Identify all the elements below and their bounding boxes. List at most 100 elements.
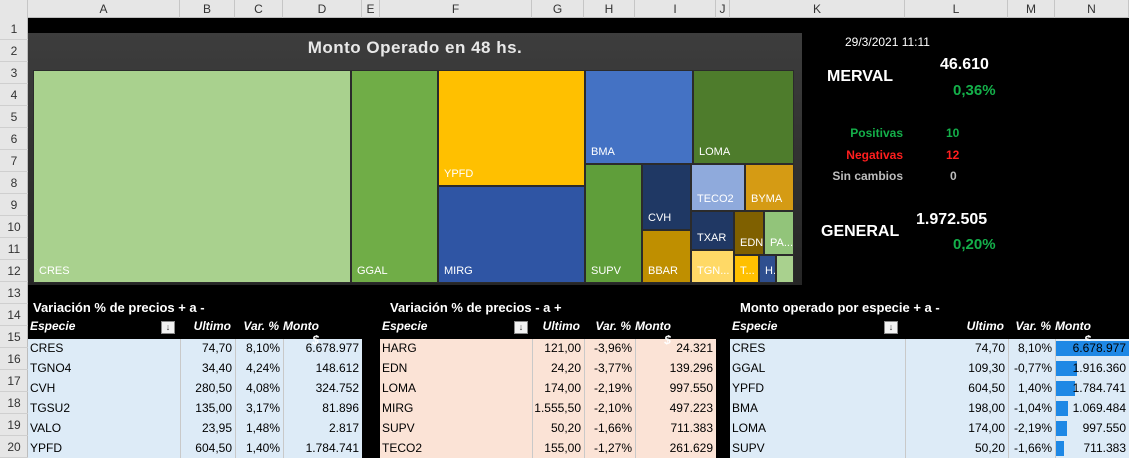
table_up-header-var[interactable]: Var. % — [243, 319, 279, 333]
table_monto-cell[interactable]: BMA — [732, 401, 759, 415]
treemap-tile-other[interactable] — [776, 255, 794, 283]
table_down-cell[interactable]: 139.296 — [669, 361, 713, 375]
row-header-11[interactable]: 11 — [0, 238, 28, 260]
row-header-2[interactable]: 2 — [0, 40, 28, 62]
column-header-d[interactable]: D — [283, 0, 362, 18]
column-header-c[interactable]: C — [235, 0, 283, 18]
table_down-cell[interactable]: 997.550 — [669, 381, 713, 395]
row-header-17[interactable]: 17 — [0, 370, 28, 392]
table_monto-cell[interactable]: 109,30 — [968, 361, 1005, 375]
table_monto-cell[interactable]: GGAL — [732, 361, 766, 375]
table_up-cell[interactable]: CRES — [30, 341, 64, 355]
column-header-l[interactable]: L — [905, 0, 1008, 18]
table_monto-header-var[interactable]: Var. % — [1015, 319, 1051, 333]
table_monto-cell[interactable]: 8,10% — [1017, 341, 1052, 355]
table_monto-header-especie[interactable]: Especie — [732, 319, 778, 333]
table_monto-header-ultimo[interactable]: Ultimo — [966, 319, 1004, 333]
table_up-cell[interactable]: TGSU2 — [30, 401, 71, 415]
treemap-tile-pa[interactable]: PA... — [764, 211, 794, 255]
table_up-cell[interactable]: 1.784.741 — [305, 441, 359, 455]
row-header-8[interactable]: 8 — [0, 172, 28, 194]
table_up-cell[interactable]: CVH — [30, 381, 56, 395]
treemap-tile-ggal[interactable]: GGAL — [351, 70, 438, 283]
column-header-j[interactable]: J — [716, 0, 730, 18]
table_up-cell[interactable]: 604,50 — [195, 441, 232, 455]
table_up-cell[interactable]: 1,48% — [245, 421, 280, 435]
column-header-k[interactable]: K — [730, 0, 905, 18]
table_up-cell[interactable]: 1,40% — [245, 441, 280, 455]
table_monto-cell[interactable]: 1.916.360 — [1072, 361, 1126, 375]
row-header-19[interactable]: 19 — [0, 414, 28, 436]
table_monto-cell[interactable]: -1,66% — [1013, 441, 1052, 455]
table_monto-cell[interactable]: 1.784.741 — [1072, 381, 1126, 395]
row-header-18[interactable]: 18 — [0, 392, 28, 414]
select-all-corner[interactable] — [0, 0, 28, 18]
table_up-cell[interactable]: 2.817 — [328, 421, 359, 435]
column-header-h[interactable]: H — [584, 0, 635, 18]
table_monto-cell[interactable]: 50,20 — [974, 441, 1005, 455]
table_monto-header-monto[interactable]: Monto $ — [1055, 319, 1091, 347]
table_monto-cell[interactable]: 198,00 — [968, 401, 1005, 415]
table_down-cell[interactable]: 261.629 — [669, 441, 713, 455]
table_down-cell[interactable]: TECO2 — [382, 441, 423, 455]
row-header-15[interactable]: 15 — [0, 326, 28, 348]
table_up-cell[interactable]: 74,70 — [201, 341, 232, 355]
table_up-cell[interactable]: 6.678.977 — [305, 341, 359, 355]
table_down-cell[interactable]: 121,00 — [544, 341, 581, 355]
column-header-n[interactable]: N — [1055, 0, 1129, 18]
treemap-tile-edn[interactable]: EDN — [734, 211, 764, 255]
treemap-tile-bma[interactable]: BMA — [585, 70, 693, 164]
treemap-tile-loma[interactable]: LOMA — [693, 70, 794, 164]
table_monto-cell[interactable]: -1,04% — [1013, 401, 1052, 415]
table_monto-cell[interactable]: LOMA — [732, 421, 767, 435]
row-header-20[interactable]: 20 — [0, 436, 28, 458]
column-header-f[interactable]: F — [380, 0, 532, 18]
treemap-tile-t[interactable]: T... — [734, 255, 759, 283]
column-header-g[interactable]: G — [532, 0, 584, 18]
column-header-e[interactable]: E — [362, 0, 380, 18]
table_down-header-ultimo[interactable]: Ultimo — [542, 319, 580, 333]
table_down-cell[interactable]: MIRG — [382, 401, 414, 415]
table_down-cell[interactable]: HARG — [382, 341, 417, 355]
filter-dropdown-icon[interactable]: ↓ — [514, 321, 528, 334]
row-header-14[interactable]: 14 — [0, 304, 28, 326]
column-header-m[interactable]: M — [1008, 0, 1055, 18]
table_down-cell[interactable]: -3,77% — [593, 361, 632, 375]
table_monto-cell[interactable]: 997.550 — [1082, 421, 1126, 435]
row-header-16[interactable]: 16 — [0, 348, 28, 370]
row-header-3[interactable]: 3 — [0, 62, 28, 84]
treemap-tile-bbar[interactable]: BBAR — [642, 230, 691, 283]
table_up-cell[interactable]: 4,08% — [245, 381, 280, 395]
table_up-cell[interactable]: 81.896 — [322, 401, 359, 415]
table_monto-cell[interactable]: 1,40% — [1017, 381, 1052, 395]
table_up-header-ultimo[interactable]: Ultimo — [193, 319, 231, 333]
column-header-i[interactable]: I — [635, 0, 716, 18]
row-header-12[interactable]: 12 — [0, 260, 28, 282]
row-header-5[interactable]: 5 — [0, 106, 28, 128]
table_up-cell[interactable]: YPFD — [30, 441, 63, 455]
treemap-tile-cvh[interactable]: CVH — [642, 164, 691, 230]
table_up-cell[interactable]: 148.612 — [315, 361, 359, 375]
treemap-tile-txar[interactable]: TXAR — [691, 211, 734, 250]
table_up-cell[interactable]: 23,95 — [201, 421, 232, 435]
row-header-9[interactable]: 9 — [0, 194, 28, 216]
treemap-tile-cres[interactable]: CRES — [33, 70, 351, 283]
treemap-tile-mirg[interactable]: MIRG — [438, 186, 585, 283]
treemap-tile-teco2[interactable]: TECO2 — [691, 164, 745, 211]
table_up-cell[interactable]: 280,50 — [195, 381, 232, 395]
table_monto-cell[interactable]: SUPV — [732, 441, 765, 455]
filter-dropdown-icon[interactable]: ↓ — [884, 321, 898, 334]
table_down-cell[interactable]: LOMA — [382, 381, 417, 395]
table_down-cell[interactable]: 711.383 — [670, 421, 714, 435]
table_monto-cell[interactable]: YPFD — [732, 381, 765, 395]
table_monto-cell[interactable]: 74,70 — [974, 341, 1005, 355]
table_up-cell[interactable]: 324.752 — [315, 381, 359, 395]
table_down-cell[interactable]: 50,20 — [550, 421, 581, 435]
treemap-tile-tgn[interactable]: TGN... — [691, 250, 734, 283]
table_down-cell[interactable]: 24.321 — [676, 341, 713, 355]
table_up-cell[interactable]: 3,17% — [245, 401, 280, 415]
column-header-a[interactable]: A — [28, 0, 180, 18]
table_down-header-monto[interactable]: Monto $ — [635, 319, 671, 347]
table_down-cell[interactable]: EDN — [382, 361, 408, 375]
column-header-b[interactable]: B — [180, 0, 235, 18]
